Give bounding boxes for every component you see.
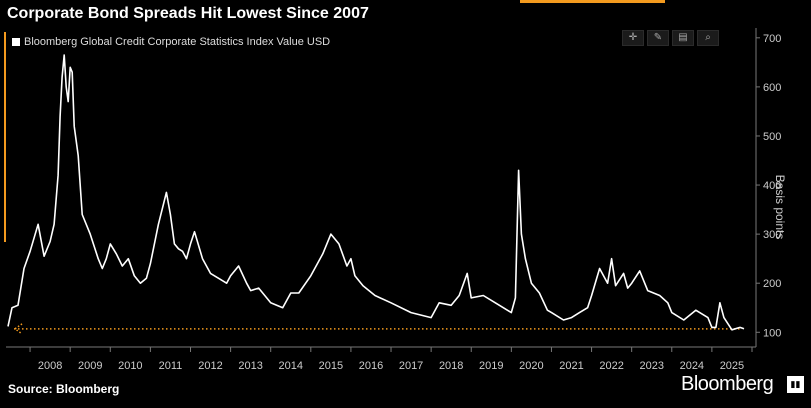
y-tick-label: 400 — [763, 180, 781, 192]
x-tick-label: 2017 — [399, 360, 423, 372]
x-tick-label: 2018 — [439, 360, 463, 372]
legend-swatch — [12, 38, 20, 46]
legend-label: Bloomberg Global Credit Corporate Statis… — [24, 36, 331, 48]
zoom-icon[interactable]: ⌕ — [697, 30, 719, 46]
y-tick-label: 600 — [763, 82, 781, 94]
x-tick-label: 2023 — [639, 360, 663, 372]
brand-logo-text: Bloomberg — [681, 373, 774, 395]
y-tick-label: 300 — [763, 229, 781, 241]
x-tick-label: 2013 — [238, 360, 262, 372]
chart-toolbar: ✛ ✎ ▤ ⌕ — [622, 30, 719, 46]
top-accent-bar — [520, 0, 665, 3]
chart-title: Corporate Bond Spreads Hit Lowest Since … — [7, 5, 369, 22]
legend: Bloomberg Global Credit Corporate Statis… — [12, 36, 330, 48]
crosshair-icon[interactable]: ✛ — [622, 30, 644, 46]
layers-icon[interactable]: ▤ — [672, 30, 694, 46]
x-tick-label: 2014 — [279, 360, 303, 372]
pencil-icon[interactable]: ✎ — [647, 30, 669, 46]
x-tick-label: 2009 — [78, 360, 102, 372]
x-tick-label: 2022 — [599, 360, 623, 372]
x-tick-label: 2020 — [519, 360, 543, 372]
reference-arrow — [13, 323, 23, 335]
source-label: Source: Bloomberg — [8, 382, 120, 396]
x-tick-label: 2019 — [479, 360, 503, 372]
x-tick-label: 2008 — [38, 360, 62, 372]
y-tick-label: 200 — [763, 278, 781, 290]
x-tick-label: 2024 — [680, 360, 704, 372]
left-accent-bar — [4, 32, 6, 242]
x-tick-label: 2012 — [198, 360, 222, 372]
x-tick-label: 2015 — [319, 360, 343, 372]
y-tick-label: 100 — [763, 327, 781, 339]
x-tick-label: 2011 — [159, 360, 183, 372]
x-tick-label: 2016 — [359, 360, 383, 372]
x-tick-label: 2021 — [559, 360, 583, 372]
y-tick-label: 700 — [763, 33, 781, 45]
y-tick-label: 500 — [763, 131, 781, 143]
x-tick-label: 2025 — [720, 360, 744, 372]
y-axis-label: Basis points — [773, 174, 787, 240]
x-tick-label: 2010 — [118, 360, 142, 372]
terminal-icon: ▮▮ — [787, 376, 804, 393]
series-line — [7, 54, 745, 331]
